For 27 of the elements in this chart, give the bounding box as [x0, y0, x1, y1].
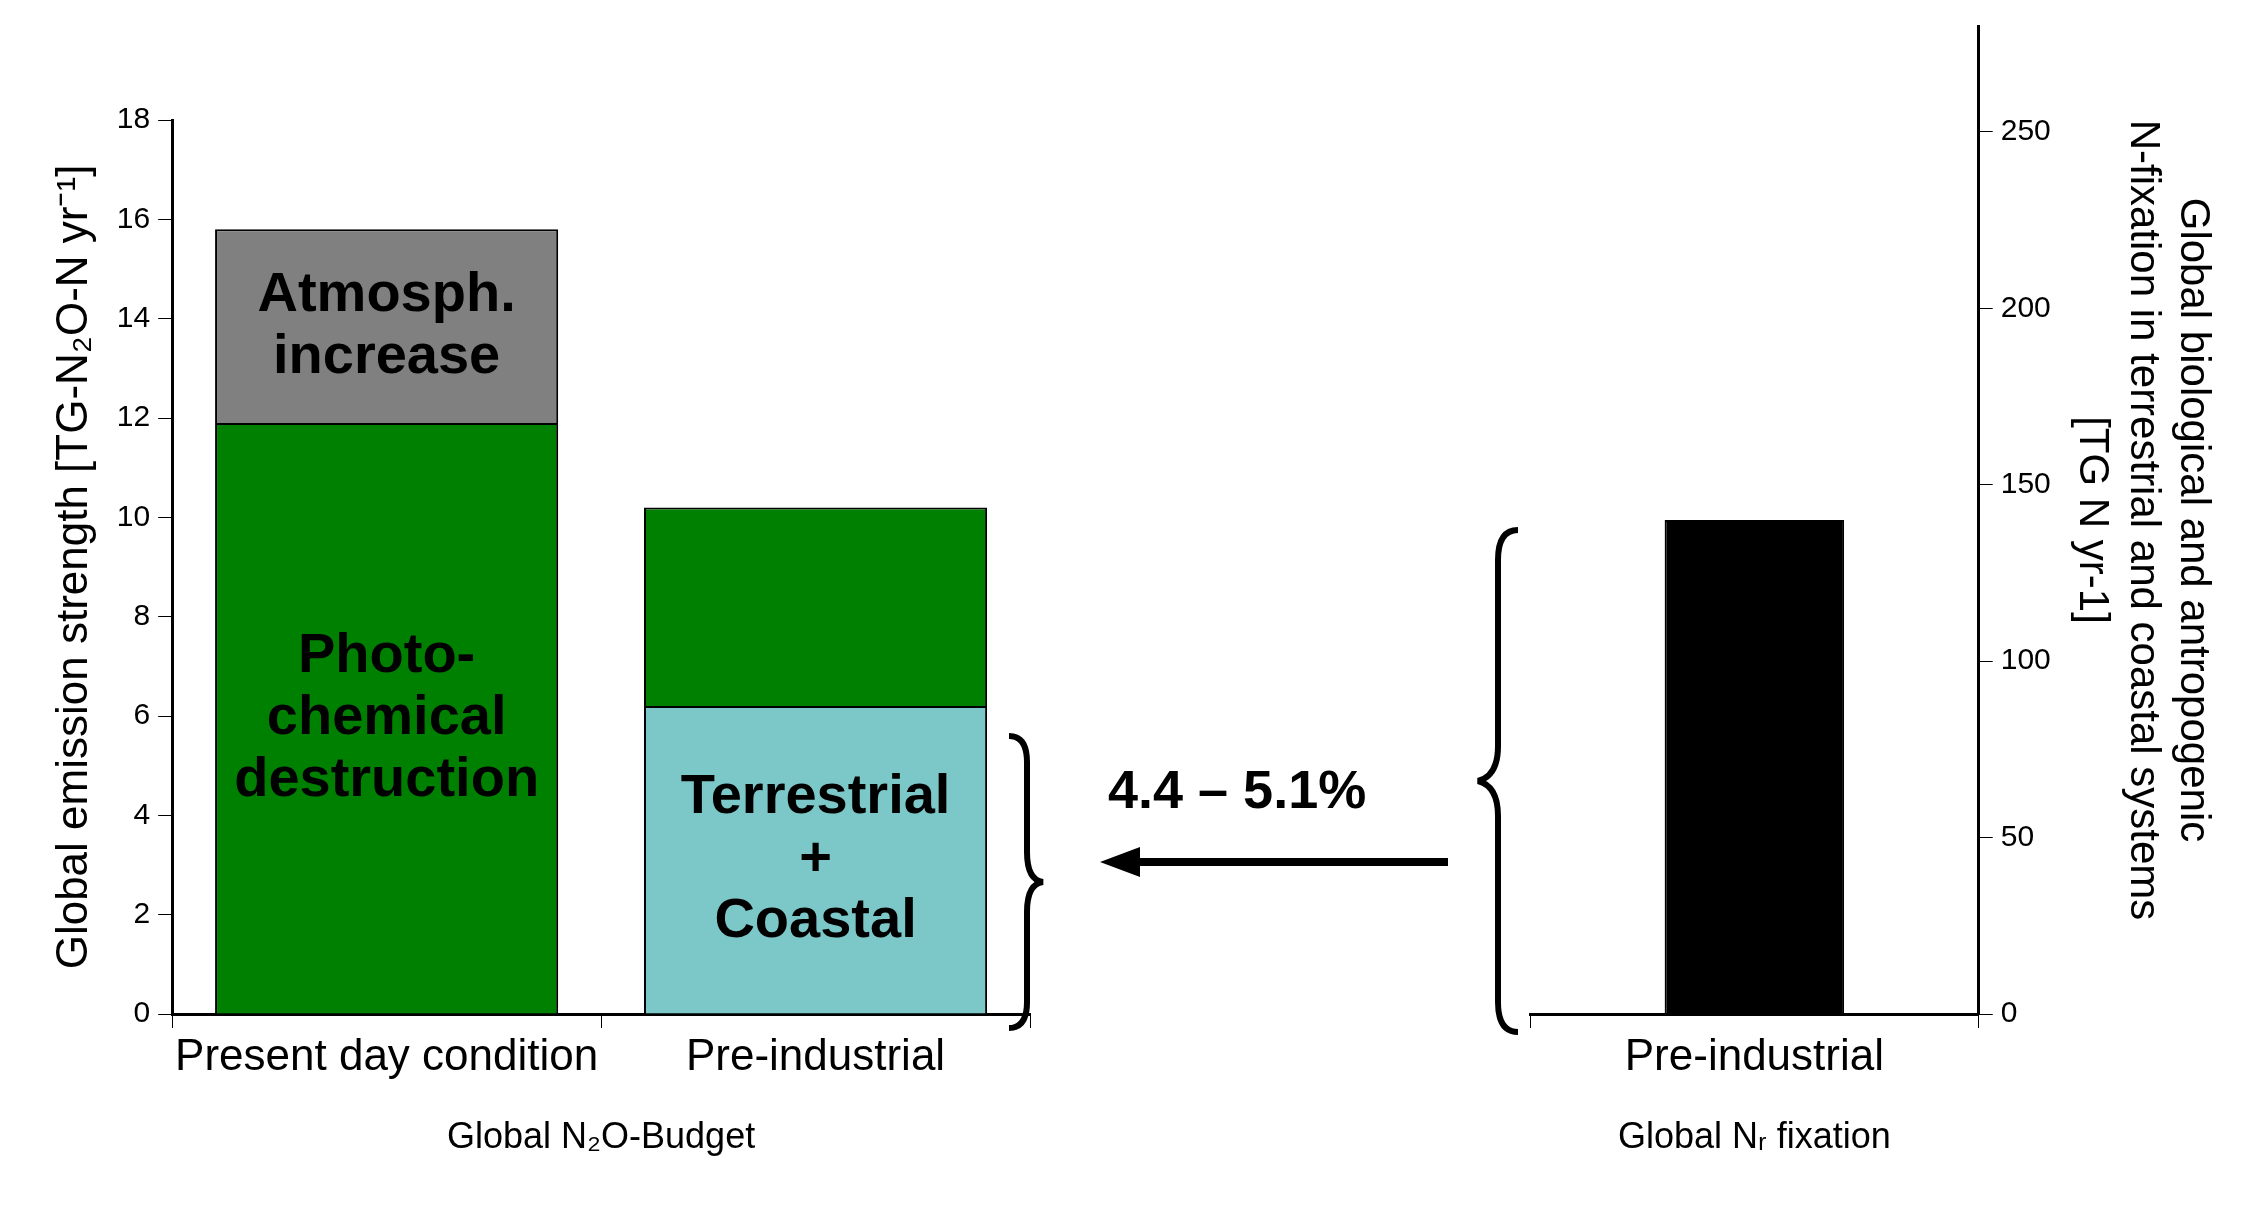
y2-tick-label: 250 [2000, 113, 2051, 147]
text: 4.4 – 5.1% [1108, 758, 1367, 820]
y-tick-label: 14 [116, 299, 151, 333]
x-tick-label: Pre-industrial [685, 1029, 946, 1079]
x-tick-label: Present day condition [175, 1029, 599, 1079]
series-label: Terrestrial + Coastal [680, 762, 951, 950]
y-tick-label: 8 [133, 597, 151, 631]
x-tick-label: Pre-industrial [1624, 1029, 1884, 1079]
y-tick-label: 16 [116, 200, 151, 234]
y2-tick-label: 150 [2000, 465, 2051, 499]
y2-tick-label: 0 [2000, 995, 2018, 1029]
y-tick-label: 10 [116, 498, 151, 532]
y-tick-label: 18 [116, 101, 151, 135]
y2-axis-title: Global biological and antropogenic N-fixation in terrestrial and coastal systems [TG N yr-1] [2071, 119, 2220, 921]
series-label: Atmosph. increase [257, 259, 516, 385]
y-tick-label: 4 [133, 796, 151, 830]
y-tick-label: 6 [133, 697, 151, 731]
y-tick-label: 0 [133, 995, 151, 1029]
x-axis-title: Global N₂O-Budget [447, 1115, 756, 1157]
y2-tick-label: 50 [2000, 818, 2035, 852]
series-label: Photo- chemical destruction [234, 620, 540, 808]
x-axis-title: Global Nᵣ fixation [1617, 1115, 1891, 1157]
y-axis-title: Global emission strength [TG-N₂O-N yr⁻¹] [46, 164, 96, 970]
y2-tick-label: 200 [2000, 289, 2051, 323]
y-tick-label: 12 [116, 399, 151, 433]
y-tick-label: 2 [133, 895, 151, 929]
y2-tick-label: 100 [2000, 642, 2051, 676]
